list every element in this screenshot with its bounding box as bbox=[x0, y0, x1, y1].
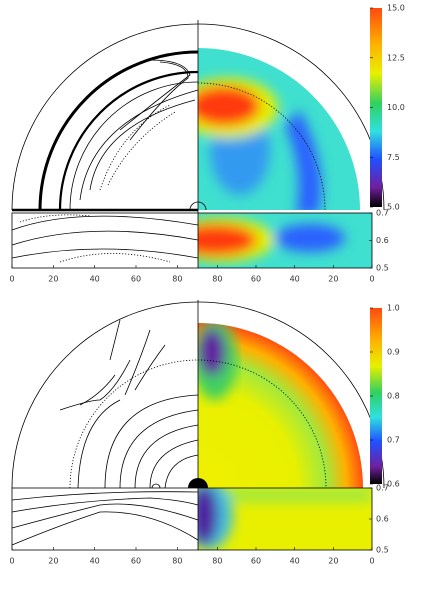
dotted-boundary bbox=[197, 359, 327, 489]
x-tick-label: 0 bbox=[9, 557, 14, 566]
colorbar-label: 15.0 bbox=[387, 4, 405, 13]
dotted-boundary bbox=[197, 82, 326, 211]
colorbar-label: 1.0 bbox=[387, 304, 400, 313]
colorbar-label: 7.5 bbox=[387, 153, 400, 162]
x-tick-label: 20 bbox=[48, 557, 58, 566]
x-tick-label: 80 bbox=[172, 557, 182, 566]
x-tick-label: 60 bbox=[131, 557, 141, 566]
x-tick-label: 40 bbox=[90, 275, 100, 284]
x-tick-label: 40 bbox=[90, 557, 100, 566]
colorbar-label: 10.0 bbox=[387, 103, 405, 112]
x-tick-label: 80 bbox=[212, 275, 222, 284]
y-tick-label: 0.6 bbox=[376, 236, 389, 245]
field-map bbox=[198, 323, 363, 488]
colorbar-label: 0.6 bbox=[387, 480, 400, 489]
colorbar-label: 0.7 bbox=[387, 436, 400, 445]
x-tick-label: 20 bbox=[328, 557, 338, 566]
x-tick-label: 60 bbox=[251, 557, 261, 566]
y-tick-label: 0.6 bbox=[376, 515, 389, 524]
y-tick-label: 0.7 bbox=[376, 484, 389, 493]
colorbar-label: 0.9 bbox=[387, 348, 400, 357]
y-tick-label: 0.5 bbox=[376, 264, 389, 273]
x-tick-label: 40 bbox=[290, 275, 300, 284]
colorbar-label: 0.8 bbox=[387, 392, 400, 401]
field-map bbox=[198, 48, 360, 210]
colorbar-label: 12.5 bbox=[387, 53, 405, 62]
x-tick-label: 20 bbox=[48, 275, 58, 284]
x-tick-label: 80 bbox=[212, 557, 222, 566]
x-tick-label: 20 bbox=[328, 275, 338, 284]
y-tick-label: 0.5 bbox=[376, 546, 389, 555]
x-tick-label: 60 bbox=[131, 275, 141, 284]
y-tick-label: 0.7 bbox=[376, 209, 389, 218]
x-tick-label: 80 bbox=[172, 275, 182, 284]
x-tick-label: 0 bbox=[369, 275, 374, 284]
x-tick-label: 0 bbox=[9, 275, 14, 284]
strip-map bbox=[198, 488, 372, 550]
x-tick-label: 40 bbox=[290, 557, 300, 566]
strip-map bbox=[198, 213, 372, 268]
dotted-boundary bbox=[69, 359, 199, 489]
x-tick-label: 0 bbox=[369, 557, 374, 566]
x-tick-label: 60 bbox=[251, 275, 261, 284]
colorbar-label: 5.0 bbox=[387, 203, 400, 212]
